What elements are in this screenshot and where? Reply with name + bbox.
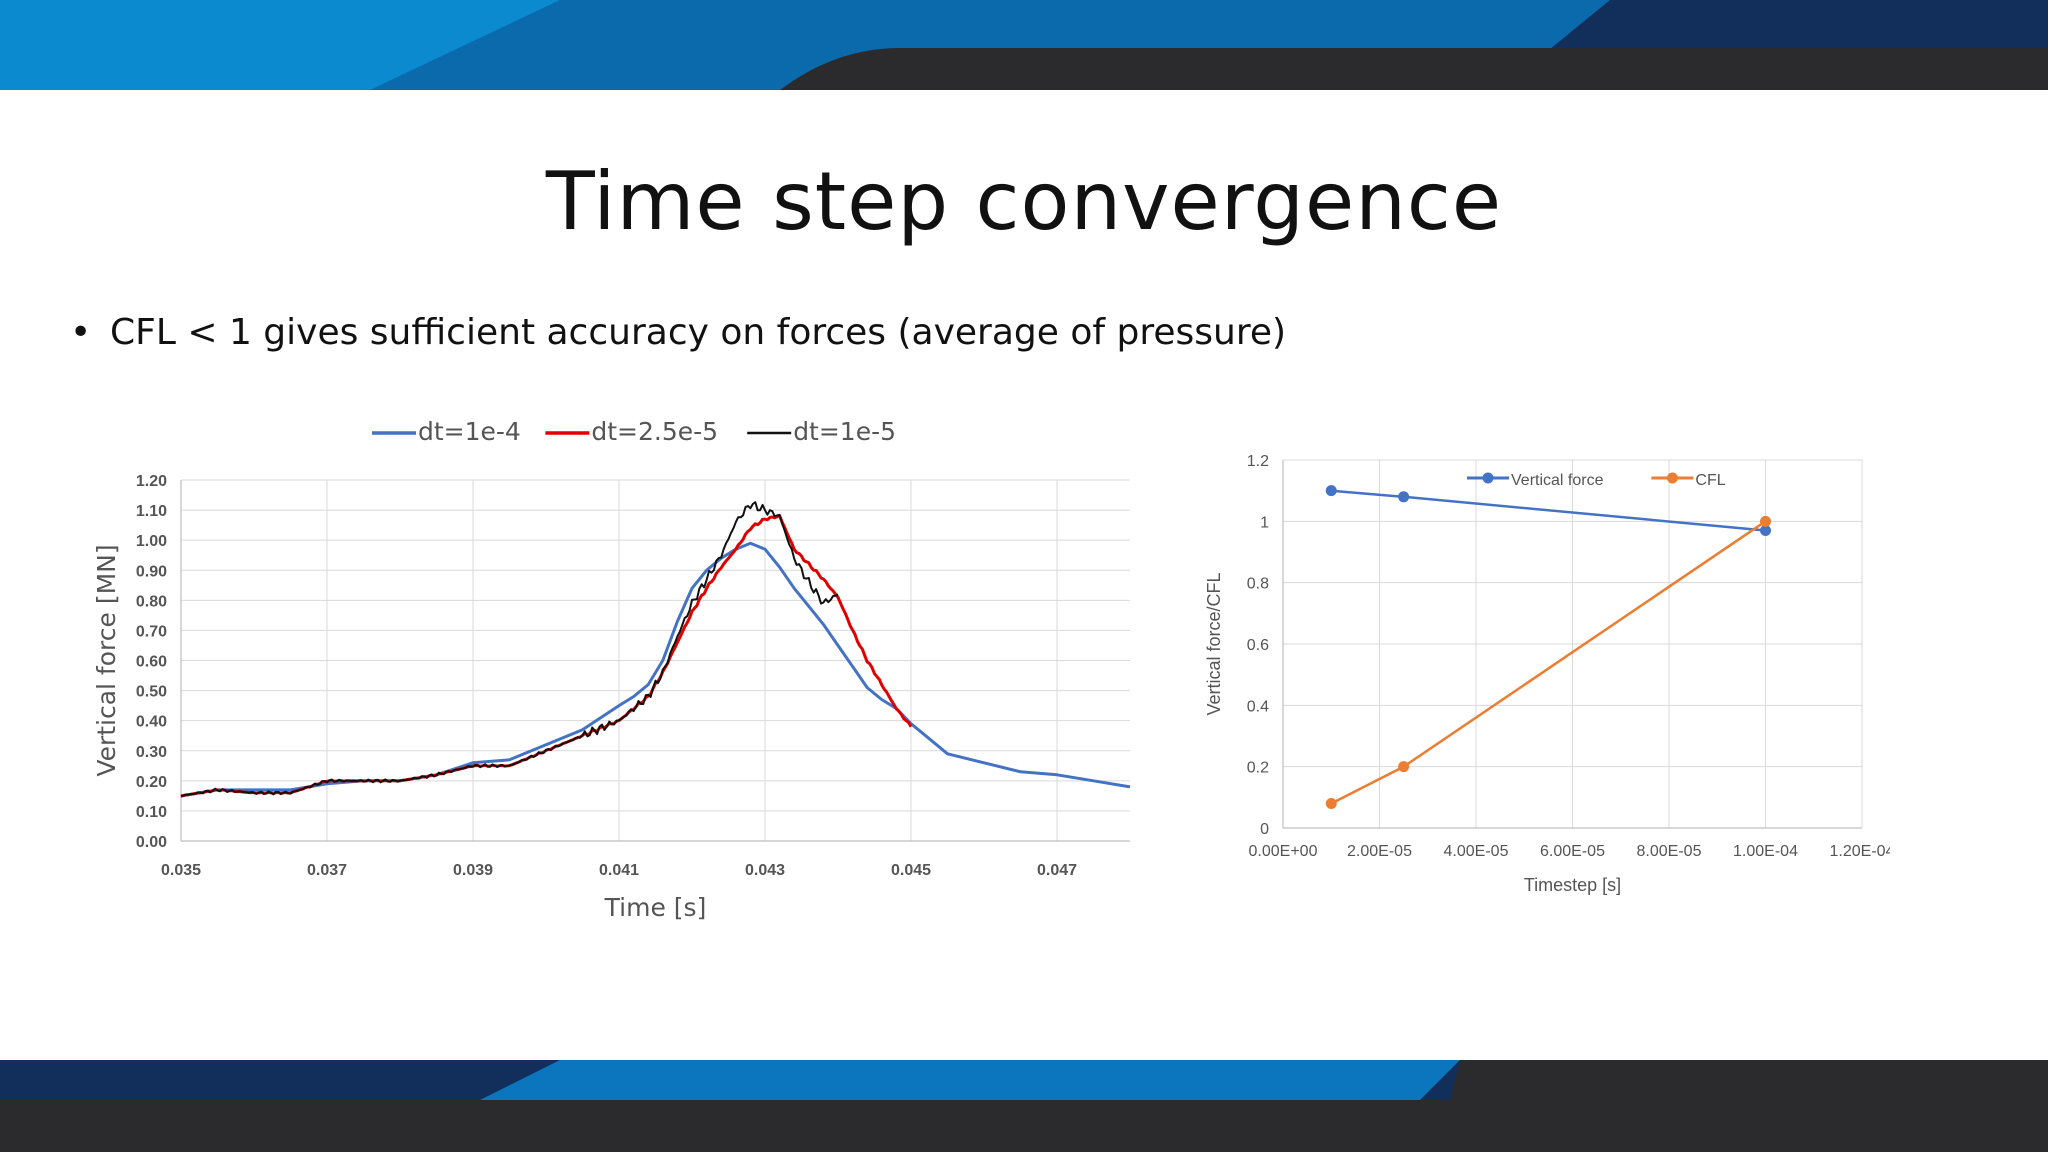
series-line-1 (1331, 489, 1766, 532)
legend-label: dt=1e-4 (418, 417, 521, 446)
x-tick-label: 0.045 (891, 862, 931, 879)
legend-label: CFL (1695, 472, 1725, 489)
x-tick-label: 0.039 (453, 862, 493, 879)
y-tick-label: 0.60 (136, 654, 167, 671)
series-line-3 (180, 501, 839, 798)
y-tick-label: 0.4 (1247, 698, 1269, 715)
x-tick-label: 0.037 (307, 862, 347, 879)
data-point-2 (1760, 515, 1771, 527)
y-axis-title: Vertical force/CFL (1204, 572, 1224, 715)
legend-label: Vertical force (1511, 472, 1604, 489)
bullet-text: CFL < 1 gives sufficient accuracy on for… (110, 312, 1287, 353)
data-point-2 (1325, 797, 1337, 809)
legend-item: dt=1e-4 (372, 417, 521, 446)
bottom-banner (0, 1060, 2048, 1152)
bullet-dot: • (70, 312, 92, 353)
legend-label: dt=1e-5 (793, 417, 896, 446)
y-tick-label: 0 (1260, 821, 1269, 838)
data-point-1 (1398, 491, 1410, 503)
series-line-2 (1330, 520, 1767, 805)
y-tick-label: 1.10 (136, 503, 167, 520)
series-line-1 (180, 541, 1131, 798)
y-tick-label: 1.20 (136, 473, 167, 490)
x-tick-label: 0.043 (745, 862, 785, 879)
y-tick-label: 0.6 (1247, 637, 1269, 654)
legend-item: dt=1e-5 (747, 417, 896, 446)
data-point-1 (1760, 525, 1771, 537)
legend-item: dt=2.5e-5 (545, 417, 718, 446)
banner-gray-band (780, 48, 2048, 90)
y-tick-label: 0.10 (136, 804, 167, 821)
x-tick-label: 2.00E-05 (1347, 843, 1412, 860)
data-point-2 (1398, 761, 1410, 773)
x-tick-label: 6.00E-05 (1540, 843, 1605, 860)
x-tick-label: 8.00E-05 (1637, 843, 1702, 860)
legend-item: CFL (1651, 472, 1726, 489)
y-tick-label: 1 (1260, 514, 1269, 531)
x-tick-label: 0.035 (161, 862, 201, 879)
timestep-chart: 0 0.2 0.4 0.6 0.8 1 1.2 0.00E+00 2.00E-05 4.00E-0… (1204, 453, 1890, 895)
x-tick-label: 0.00E+00 (1249, 843, 1318, 860)
y-tick-label: 0.70 (136, 623, 167, 640)
data-point-1 (1325, 485, 1337, 497)
y-tick-label: 0.00 (136, 834, 167, 851)
y-tick-label: 0.30 (136, 744, 167, 761)
legend-label: dt=2.5e-5 (591, 417, 718, 446)
top-banner (0, 0, 2048, 90)
x-axis-title: Timestep [s] (1524, 875, 1621, 895)
y-tick-label: 0.80 (136, 593, 167, 610)
x-tick-label: 4.00E-05 (1444, 843, 1509, 860)
x-tick-label: 1.20E-04 (1830, 843, 1890, 860)
y-tick-label: 0.90 (136, 563, 167, 580)
x-tick-label: 0.047 (1037, 862, 1077, 879)
series-line-2 (180, 514, 913, 798)
legend-item: Vertical force (1467, 472, 1604, 489)
x-axis-title: Time [s] (604, 893, 707, 922)
slide-title: Time step convergence (545, 155, 1503, 248)
x-tick-label: 0.041 (599, 862, 639, 879)
y-tick-label: 0.8 (1247, 576, 1269, 593)
force-time-chart: 0.00 0.10 0.20 0.30 0.40 0.50 0.60 0.70 0.80 0.90… (92, 417, 1131, 922)
y-tick-label: 1.2 (1247, 453, 1269, 470)
bullet-item: • CFL < 1 gives sufficient accuracy on fo… (70, 312, 1286, 353)
y-tick-label: 0.2 (1247, 760, 1269, 777)
y-tick-label: 1.00 (136, 533, 167, 550)
y-tick-label: 0.50 (136, 684, 167, 701)
y-tick-label: 0.20 (136, 774, 167, 791)
y-axis-title: Vertical force [MN] (92, 544, 121, 776)
x-tick-label: 1.00E-04 (1733, 843, 1798, 860)
y-tick-label: 0.40 (136, 714, 167, 731)
footer-blue-light (480, 1060, 1460, 1100)
legend-marker (1482, 472, 1494, 484)
legend-marker (1666, 472, 1678, 484)
